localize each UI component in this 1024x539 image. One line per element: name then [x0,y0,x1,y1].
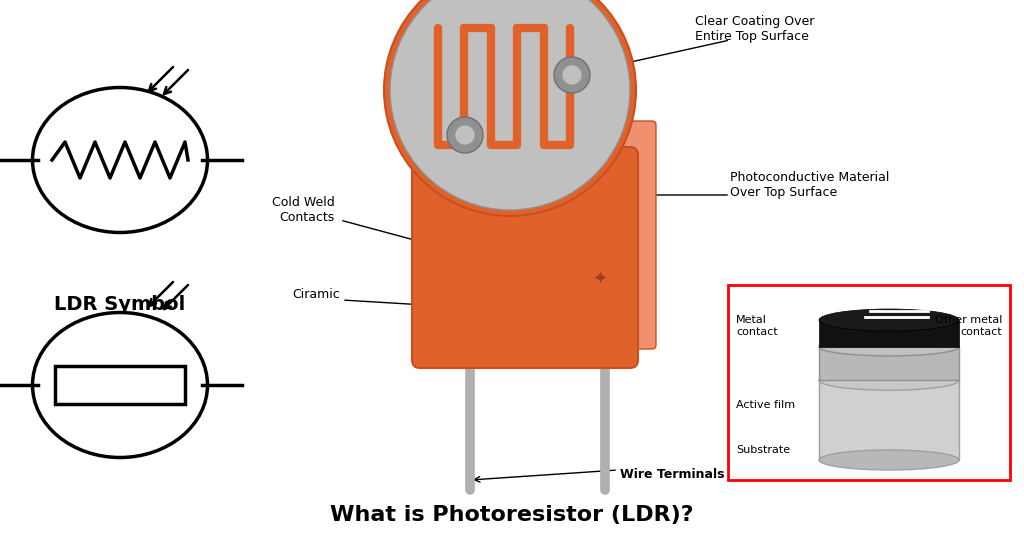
Circle shape [447,117,483,153]
Text: Metal
contact: Metal contact [736,315,778,336]
Text: Clear Coating Over
Entire Top Surface: Clear Coating Over Entire Top Surface [695,15,814,43]
Text: ✦: ✦ [593,271,607,289]
Circle shape [554,57,590,93]
Circle shape [390,0,630,210]
FancyBboxPatch shape [608,121,656,349]
Text: Other metal
contact: Other metal contact [935,315,1002,336]
FancyBboxPatch shape [412,147,638,368]
Ellipse shape [819,370,959,390]
Ellipse shape [819,309,959,331]
Text: What is Photoresistor (LDR)?: What is Photoresistor (LDR)? [330,505,694,525]
Ellipse shape [819,338,959,356]
Text: LDR Symbol: LDR Symbol [54,295,185,314]
Text: Wire Terminals: Wire Terminals [620,468,725,481]
Ellipse shape [819,450,959,470]
Text: Active film: Active film [736,400,795,410]
Circle shape [455,125,475,145]
Bar [819,380,959,460]
Circle shape [562,65,582,85]
Bar [819,320,959,347]
Text: Ciramic: Ciramic [292,288,340,301]
Circle shape [384,0,636,216]
Bar [55,366,185,404]
Bar [728,285,1010,480]
Bar [819,347,959,380]
Text: Electrodes: Electrodes [430,22,496,34]
Text: Cold Weld
Contacts: Cold Weld Contacts [272,196,335,224]
Text: Photoconductive Material
Over Top Surface: Photoconductive Material Over Top Surfac… [730,171,890,199]
Text: Substrate: Substrate [736,445,791,455]
